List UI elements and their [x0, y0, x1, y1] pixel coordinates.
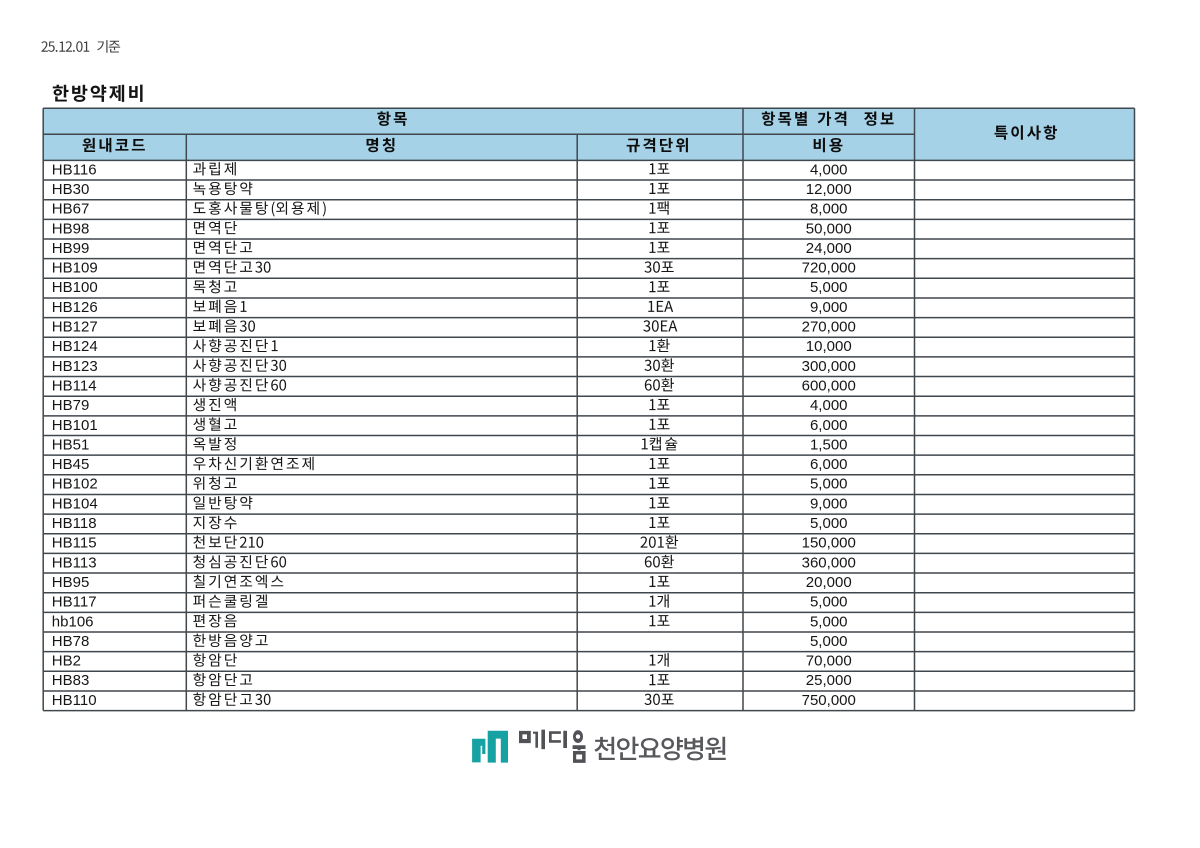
svg-text:6,000: 6,000	[810, 417, 848, 434]
svg-text:HB116: HB116	[52, 161, 97, 178]
svg-text:HB51: HB51	[52, 436, 90, 453]
svg-text:24,000: 24,000	[806, 240, 852, 257]
svg-text:HB101: HB101	[52, 417, 98, 434]
svg-text:HB67: HB67	[52, 201, 90, 218]
svg-text:HB78: HB78	[52, 633, 90, 650]
svg-text:360,000: 360,000	[802, 554, 856, 571]
svg-text:720,000: 720,000	[802, 260, 856, 277]
svg-text:HB123: HB123	[52, 358, 98, 375]
svg-text:1,500: 1,500	[810, 436, 848, 453]
svg-text:HB126: HB126	[52, 299, 98, 316]
svg-text:HB100: HB100	[52, 279, 98, 296]
svg-text:5,000: 5,000	[810, 613, 848, 630]
svg-text:9,000: 9,000	[810, 495, 848, 512]
svg-text:20,000: 20,000	[806, 574, 852, 591]
svg-text:50,000: 50,000	[806, 220, 852, 237]
svg-text:25,000: 25,000	[806, 672, 852, 689]
svg-text:HB110: HB110	[52, 692, 97, 709]
svg-text:6,000: 6,000	[810, 456, 848, 473]
svg-text:10,000: 10,000	[806, 338, 852, 355]
svg-text:HB45: HB45	[52, 456, 90, 473]
svg-text:HB127: HB127	[52, 319, 98, 336]
svg-text:5,000: 5,000	[810, 633, 848, 650]
svg-text:HB104: HB104	[52, 495, 98, 512]
svg-text:70,000: 70,000	[806, 653, 852, 670]
svg-text:hb106: hb106	[52, 613, 94, 630]
svg-text:5,000: 5,000	[810, 476, 848, 493]
svg-text:270,000: 270,000	[802, 319, 856, 336]
svg-text:HB124: HB124	[52, 338, 98, 355]
svg-text:HB30: HB30	[52, 181, 90, 198]
svg-text:5,000: 5,000	[810, 594, 848, 611]
svg-text:HB115: HB115	[52, 535, 97, 552]
svg-text:12,000: 12,000	[806, 181, 852, 198]
svg-text:HB98: HB98	[52, 220, 90, 237]
svg-text:9,000: 9,000	[810, 299, 848, 316]
svg-text:8,000: 8,000	[810, 201, 848, 218]
svg-text:150,000: 150,000	[802, 535, 856, 552]
svg-text:300,000: 300,000	[802, 358, 856, 375]
svg-text:5,000: 5,000	[810, 279, 848, 296]
svg-text:HB99: HB99	[52, 240, 90, 257]
svg-text:HB109: HB109	[52, 260, 98, 277]
svg-text:4,000: 4,000	[810, 397, 848, 414]
svg-text:HB114: HB114	[52, 377, 97, 394]
svg-text:HB113: HB113	[52, 554, 97, 571]
svg-text:4,000: 4,000	[810, 161, 848, 178]
svg-text:600,000: 600,000	[802, 377, 856, 394]
svg-text:HB102: HB102	[52, 476, 98, 493]
svg-text:HB95: HB95	[52, 574, 90, 591]
svg-text:750,000: 750,000	[802, 692, 856, 709]
svg-text:HB2: HB2	[52, 653, 81, 670]
svg-text:HB117: HB117	[52, 594, 97, 611]
svg-text:HB118: HB118	[52, 515, 97, 532]
svg-text:5,000: 5,000	[810, 515, 848, 532]
svg-text:HB83: HB83	[52, 672, 90, 689]
svg-text:HB79: HB79	[52, 397, 90, 414]
